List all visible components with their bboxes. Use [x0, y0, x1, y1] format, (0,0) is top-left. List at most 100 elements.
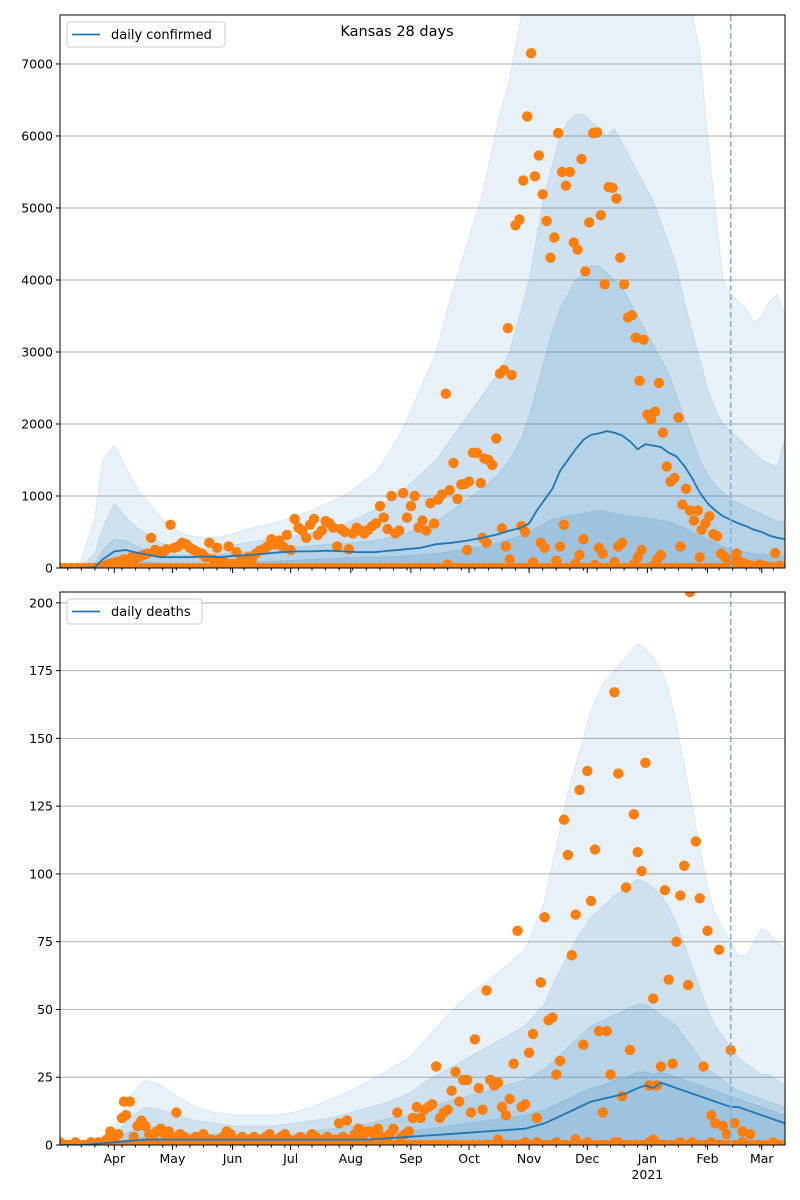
data-point [570, 909, 581, 920]
legend-box [66, 598, 203, 625]
data-point [679, 860, 690, 871]
data-point [496, 523, 508, 534]
data-point [684, 592, 696, 598]
axes-frame [59, 14, 786, 569]
data-point [446, 1085, 457, 1097]
data-point [522, 111, 533, 122]
data-point [504, 554, 515, 565]
y-tick-label: 0 [45, 561, 53, 576]
data-point [370, 518, 382, 529]
data-point [710, 1118, 721, 1129]
data-point [671, 936, 682, 947]
y-tick-label: 50 [37, 1002, 53, 1017]
data-point [529, 171, 541, 182]
data-point [198, 1129, 209, 1140]
data-point [428, 518, 440, 529]
data-point [646, 414, 657, 425]
data-point [471, 447, 482, 458]
data-point [584, 217, 595, 228]
data-point [611, 193, 622, 204]
data-point [120, 1110, 132, 1121]
data-point [659, 885, 670, 896]
data-point [374, 500, 386, 512]
data-point [593, 542, 605, 553]
x-tick-label: Mar [750, 1151, 774, 1166]
y-tick-label: 7000 [21, 56, 53, 71]
data-point [556, 166, 568, 178]
x-tick-label: Feb [696, 1151, 718, 1166]
data-point [717, 1120, 729, 1132]
data-point [386, 490, 397, 502]
confirmed-axes: 0 1000 2000 3000 4000 5000 6000 7000 daily confi… [21, 14, 786, 576]
data-point [405, 500, 417, 512]
data-point [615, 252, 626, 263]
y-tick-label: 3000 [21, 344, 53, 359]
data-point [531, 1112, 543, 1124]
data-point [725, 1044, 736, 1056]
data-point [628, 809, 639, 820]
data-point [663, 974, 674, 985]
data-point [553, 127, 564, 139]
data-point [289, 513, 300, 525]
data-point [558, 814, 570, 825]
y-tick-label: 200 [29, 595, 53, 610]
data-point [677, 499, 688, 510]
data-point [537, 189, 548, 200]
data-point [706, 1110, 717, 1121]
data-point [409, 490, 420, 502]
data-point [504, 1093, 515, 1105]
data-point [675, 890, 686, 901]
data-point [690, 836, 701, 847]
x-tick-label: Dec [575, 1151, 599, 1166]
data-point [684, 505, 696, 516]
data-point [675, 541, 686, 552]
data-point [388, 1123, 399, 1134]
data-point [477, 1104, 488, 1116]
data-point [223, 541, 234, 552]
data-point [688, 515, 700, 526]
data-point [566, 950, 577, 961]
data-point [397, 487, 409, 499]
data-point [731, 548, 742, 559]
y-tick-label: 100 [29, 866, 53, 881]
data-point [454, 1096, 465, 1107]
data-point [624, 1044, 636, 1056]
data-point [558, 519, 570, 530]
data-point [161, 544, 172, 555]
data-point [415, 1112, 426, 1124]
data-point [582, 765, 593, 777]
data-point [572, 244, 583, 255]
y-tick-label: 1000 [21, 488, 53, 503]
data-point [535, 537, 546, 548]
data-point [673, 412, 684, 423]
data-point [527, 1028, 539, 1040]
data-point [328, 522, 339, 533]
data-point [444, 485, 455, 496]
data-point [692, 505, 703, 516]
plot-area [60, 592, 785, 1145]
legend-label: daily deaths [111, 605, 191, 620]
data-point [554, 541, 566, 552]
data-point [562, 849, 574, 861]
data-point [401, 512, 413, 523]
data-point [277, 541, 289, 552]
data-point [597, 1107, 608, 1118]
data-point [285, 544, 296, 556]
data-point [609, 687, 620, 698]
data-point [333, 1118, 345, 1129]
data-point [721, 1129, 732, 1140]
data-point [140, 1120, 151, 1132]
data-point [620, 882, 632, 893]
data-point [378, 512, 389, 523]
data-point [682, 979, 694, 991]
data-point [487, 459, 498, 471]
legend: daily deaths [66, 598, 203, 625]
data-point [450, 1066, 461, 1078]
data-point [204, 537, 215, 548]
data-point [607, 182, 618, 193]
data-point [448, 457, 459, 469]
data-point [613, 768, 624, 779]
band-mid [60, 878, 785, 1145]
data-point [704, 511, 715, 522]
